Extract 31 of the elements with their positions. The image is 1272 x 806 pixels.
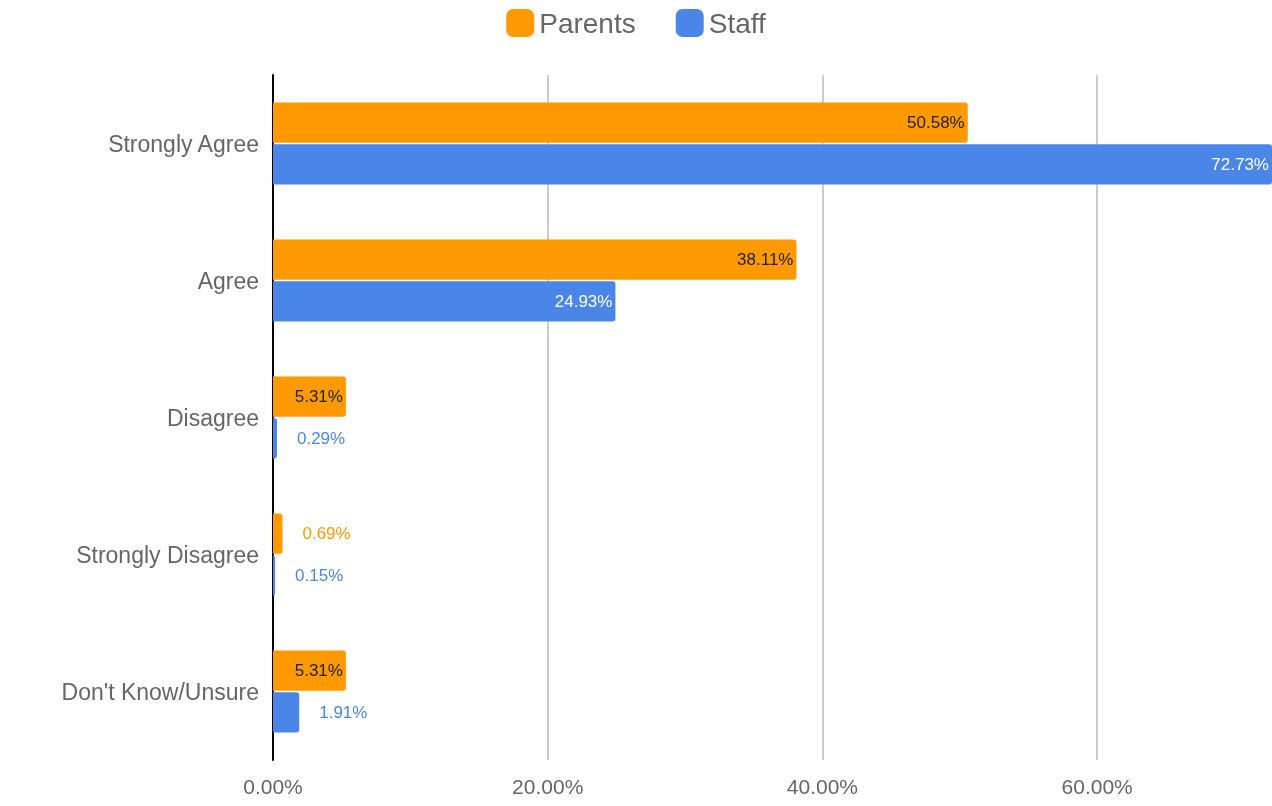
bar xyxy=(273,376,346,417)
legend-label: Staff xyxy=(708,7,767,39)
bar xyxy=(273,555,276,596)
data-label: 1.91% xyxy=(319,702,368,722)
data-label: 0.29% xyxy=(296,428,346,448)
bar xyxy=(273,418,277,459)
y-tick-label: Disagree xyxy=(166,404,259,431)
data-label: 24.93% xyxy=(554,291,613,311)
data-label: 5.31% xyxy=(294,387,343,407)
bar xyxy=(273,692,300,733)
data-label: 50.58% xyxy=(907,113,965,133)
data-label: 72.73% xyxy=(1211,154,1269,174)
bar xyxy=(273,650,346,691)
y-tick-label: Strongly Disagree xyxy=(76,541,259,568)
legend-label: Parents xyxy=(539,7,636,39)
y-tick-label: Strongly Agree xyxy=(108,130,259,157)
bar xyxy=(273,513,283,554)
y-tick-label: Don't Know/Unsure xyxy=(61,678,259,705)
data-label: 0.15% xyxy=(295,565,344,585)
bar xyxy=(273,144,1272,185)
x-tick-label: 40.00% xyxy=(786,775,859,798)
x-tick-label: 60.00% xyxy=(1061,775,1133,798)
bar xyxy=(273,281,616,322)
x-tick-label: 20.00% xyxy=(512,775,584,798)
data-label: 5.31% xyxy=(294,661,343,681)
data-label: 0.69% xyxy=(302,524,351,544)
y-tick-label: Agree xyxy=(197,267,259,294)
bar xyxy=(273,239,797,280)
data-label: 38.11% xyxy=(737,250,794,270)
x-tick-label: 0.00% xyxy=(243,775,303,798)
bar xyxy=(273,102,968,143)
